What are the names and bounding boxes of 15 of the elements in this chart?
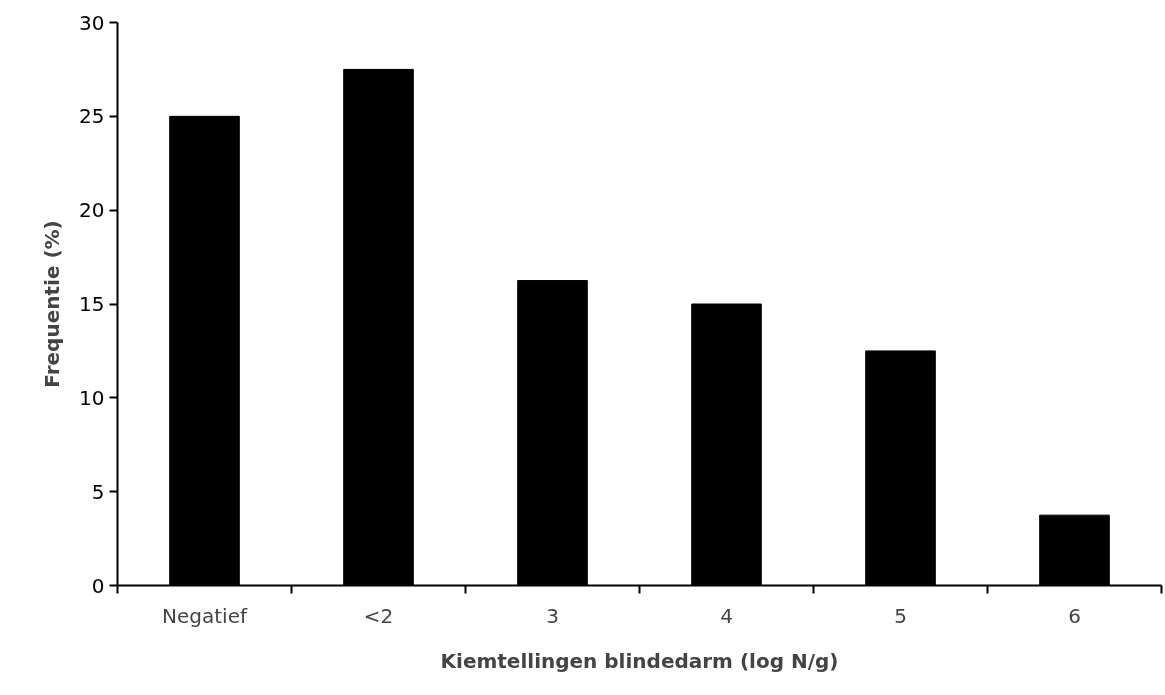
y-tick-label: 15 (79, 292, 105, 316)
y-axis-title: Frequentie (%) (40, 220, 65, 388)
y-tick-label: 30 (79, 10, 105, 35)
y-tick-label: 5 (91, 479, 105, 504)
y-tick-label: 25 (79, 104, 105, 129)
x-axis-title: Kiemtellingen blindedarm (log N/g) (440, 648, 839, 673)
x-tick-label: 3 (546, 603, 559, 628)
y-tick-label: 20 (79, 198, 105, 223)
y-tick-label: 0 (91, 573, 105, 598)
x-tick-label: <2 (363, 603, 394, 628)
x-tick-label: 4 (720, 603, 733, 628)
x-tick-label: Negatief (162, 603, 248, 628)
y-tick-label: 10 (79, 385, 105, 410)
x-tick-label: 6 (1068, 603, 1081, 628)
x-tick-label: 5 (894, 603, 907, 628)
